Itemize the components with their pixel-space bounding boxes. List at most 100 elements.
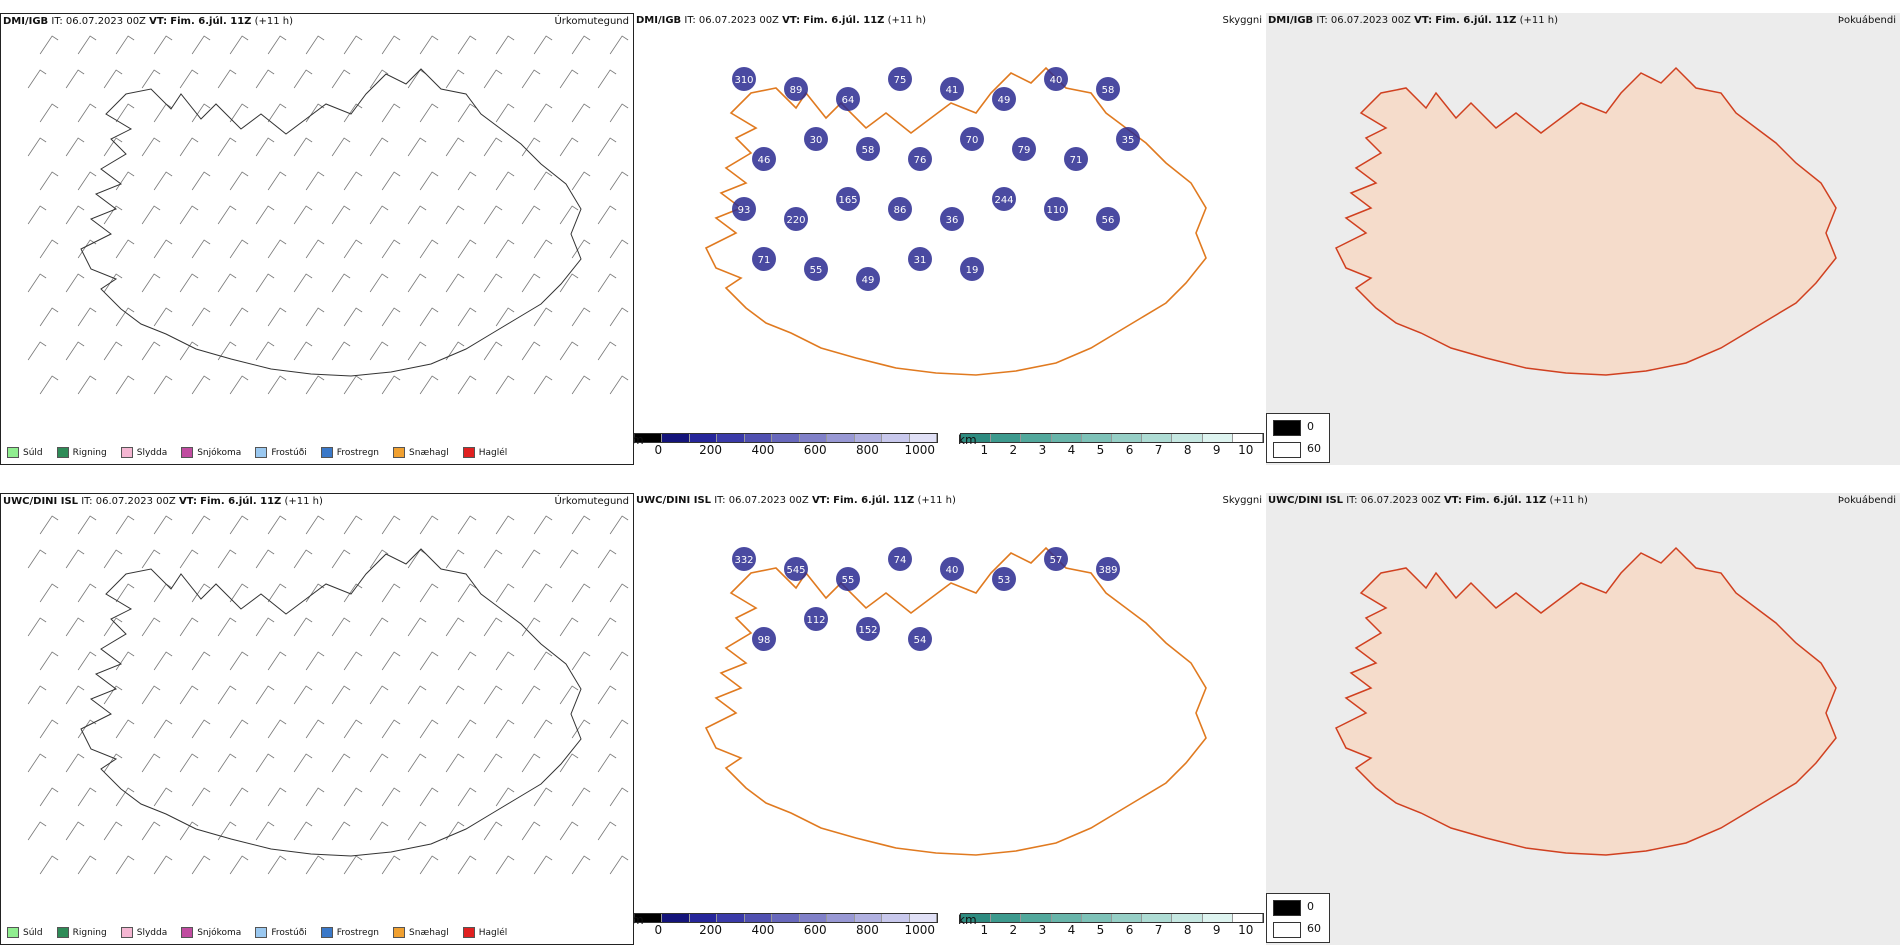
wind-barb xyxy=(381,583,401,603)
colorbar-segment xyxy=(1051,914,1082,922)
wind-barb xyxy=(533,719,553,739)
wind-barb xyxy=(115,719,135,739)
cloud-base-blob xyxy=(908,247,932,271)
wind-barb xyxy=(331,685,351,705)
legend-label: Frostúði xyxy=(271,447,307,458)
wind-barb xyxy=(229,515,249,535)
cloud-base-label: 76 xyxy=(914,155,927,166)
legend-swatch xyxy=(7,447,19,458)
wind-barb xyxy=(597,549,617,569)
legend-swatch xyxy=(393,927,406,938)
cloud-base-blob xyxy=(804,127,828,151)
wind-barb xyxy=(267,787,287,807)
wind-barb xyxy=(457,171,477,191)
wind-barb xyxy=(65,821,85,841)
panel-header: UWC/DINI ISL IT: 06.07.2023 00Z VT: Fim.… xyxy=(3,496,323,507)
wind-barb xyxy=(229,171,249,191)
wind-barb xyxy=(369,549,389,569)
cloud-base-label: 74 xyxy=(894,555,907,566)
legend-label: Snæhagl xyxy=(409,447,449,458)
wind-barb xyxy=(217,549,237,569)
wind-barb xyxy=(369,69,389,89)
wind-barb xyxy=(483,273,503,293)
wind-barb xyxy=(369,137,389,157)
wind-barb xyxy=(457,375,477,395)
wind-barb xyxy=(39,35,59,55)
wind-barb xyxy=(381,171,401,191)
wind-barb xyxy=(483,753,503,773)
wind-barb xyxy=(77,583,97,603)
wind-barb xyxy=(179,69,199,89)
wind-barb xyxy=(331,69,351,89)
wind-barb xyxy=(331,341,351,361)
wind-barb xyxy=(559,205,579,225)
wind-barb xyxy=(153,855,173,875)
wind-barb xyxy=(141,273,161,293)
wind-barb xyxy=(191,787,211,807)
wind-barb xyxy=(343,719,363,739)
wind-barb xyxy=(609,307,629,327)
wind-barb xyxy=(77,103,97,123)
wind-barb xyxy=(103,617,123,637)
cloud-base-blob xyxy=(856,617,880,641)
wind-barb xyxy=(559,273,579,293)
cloud-base-labels: 332 545 55 74 40 53 57 389 98 112 152 54 xyxy=(732,547,1120,651)
wind-barb xyxy=(495,35,515,55)
wind-barb xyxy=(407,617,427,637)
cloud-base-label: 89 xyxy=(790,85,803,96)
wind-barb xyxy=(115,171,135,191)
wind-barb xyxy=(597,137,617,157)
wind-barb xyxy=(571,35,591,55)
wind-barb xyxy=(457,515,477,535)
cloud-base-panel-dmi: DMI/IGB IT: 06.07.2023 00Z VT: Fim. 6.jú… xyxy=(634,13,1266,465)
cloud-base-label: 70 xyxy=(966,135,979,146)
cloud-base-label: 19 xyxy=(966,265,979,276)
wind-barb xyxy=(115,787,135,807)
colorbar-segment xyxy=(689,434,718,442)
wind-barb xyxy=(305,375,325,395)
fog-panel-uwc: UWC/DINI ISL IT: 06.07.2023 00Z VT: Fim.… xyxy=(1266,493,1900,945)
wind-barb xyxy=(179,753,199,773)
cloudbase-colorbar: m 0 200 400 600 800 1000 xyxy=(634,433,938,457)
colorbar-tick: 1000 xyxy=(904,923,936,937)
precip-legend-item: Frostregn xyxy=(320,447,379,458)
colorbar-tick: 4 xyxy=(1067,443,1076,457)
wind-barb xyxy=(267,583,287,603)
wind-barb xyxy=(597,341,617,361)
legend-swatch xyxy=(255,927,268,938)
wind-barb xyxy=(483,685,503,705)
wind-barb xyxy=(381,719,401,739)
wind-barb xyxy=(115,239,135,259)
cloud-base-label: 40 xyxy=(1050,75,1063,86)
wind-barb xyxy=(179,273,199,293)
wind-barb xyxy=(293,753,313,773)
wind-barb xyxy=(445,685,465,705)
wind-barb xyxy=(419,787,439,807)
wind-barb xyxy=(369,273,389,293)
wind-barb xyxy=(343,787,363,807)
wind-barb xyxy=(293,685,313,705)
panel-header: DMI/IGB IT: 06.07.2023 00Z VT: Fim. 6.jú… xyxy=(1268,15,1559,26)
colorbar-segment xyxy=(744,434,773,442)
wind-barb xyxy=(559,549,579,569)
colorbar-segment xyxy=(1142,434,1173,442)
wind-barb xyxy=(457,651,477,671)
wind-barb xyxy=(521,137,541,157)
wind-barb xyxy=(407,821,427,841)
wind-barb xyxy=(229,375,249,395)
colorbar-segment xyxy=(827,434,855,442)
wind-barb xyxy=(27,341,47,361)
wind-barb xyxy=(179,341,199,361)
cloud-base-map: 310 89 64 75 41 49 40 58 46 30 58 76 70 79 71 35 93 220 16… xyxy=(705,67,1207,376)
cloud-base-label: 71 xyxy=(1070,155,1083,166)
legend-label: Snæhagl xyxy=(409,927,449,938)
cloud-base-label: 49 xyxy=(998,95,1011,106)
panel-header: DMI/IGB IT: 06.07.2023 00Z VT: Fim. 6.jú… xyxy=(636,15,927,26)
wind-barb xyxy=(229,651,249,671)
legend-swatch xyxy=(462,927,475,938)
colorbar-segment xyxy=(1172,914,1203,922)
cloud-base-map: 332 545 55 74 40 53 57 389 98 112 152 54 xyxy=(705,547,1207,856)
cloud-base-blob xyxy=(732,547,756,571)
wind-barb xyxy=(267,307,287,327)
fog-map xyxy=(1266,13,1900,465)
